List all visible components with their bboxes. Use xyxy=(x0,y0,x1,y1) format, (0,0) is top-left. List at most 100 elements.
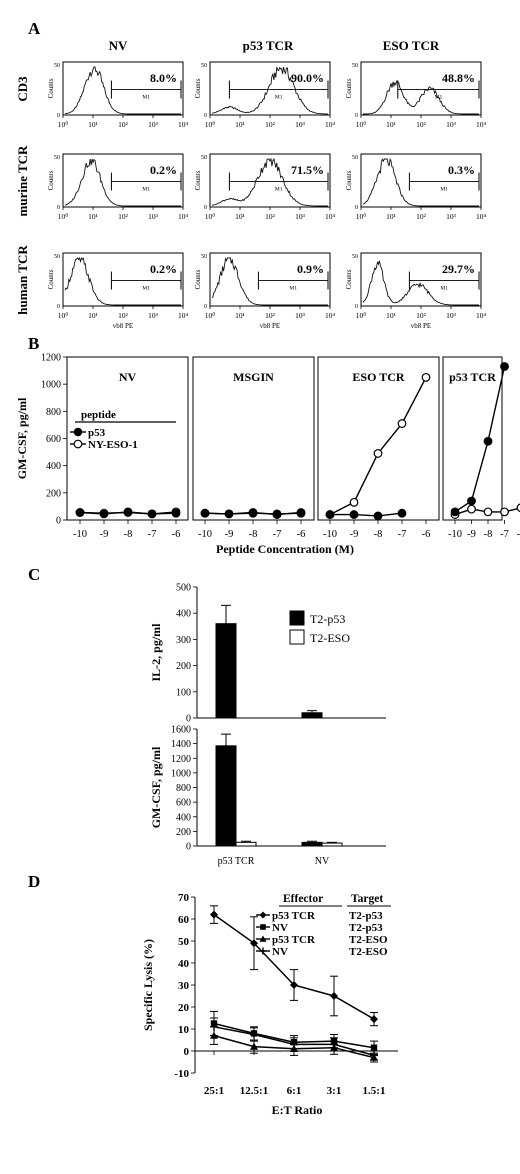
y-axis-label: Counts xyxy=(345,170,353,190)
percentage-label: 71.5% xyxy=(291,163,324,177)
gate-label: M1 xyxy=(142,95,150,101)
x-tick-label: 10⁰ xyxy=(58,311,69,320)
legend-effector: p53 TCR xyxy=(272,934,316,946)
p53-point xyxy=(325,510,335,519)
row-label: CD3 xyxy=(15,76,30,102)
p53-point xyxy=(75,508,85,517)
x-tick-label: 10³ xyxy=(148,311,159,320)
x-tick-label: -8 xyxy=(249,529,258,540)
y-axis-label: Counts xyxy=(47,269,55,289)
x-tick-label: -6 xyxy=(297,529,306,540)
x-tick-label: -7 xyxy=(148,529,157,540)
square-marker xyxy=(260,924,266,930)
subplot-frame xyxy=(66,356,189,521)
y-tick-label: 1600 xyxy=(171,725,191,736)
histogram-curve xyxy=(64,256,181,306)
ny-eso-1-point xyxy=(397,419,407,428)
x-tick-label: 10³ xyxy=(446,311,457,320)
histogram-plot: 50 0 Counts 10⁰ 10¹ 10² 10³ 10⁴ M1 90.0% xyxy=(194,61,336,129)
histogram-curve xyxy=(362,157,479,207)
x-tick-label: -6 xyxy=(422,529,431,540)
x-tick-label: -10 xyxy=(323,529,337,540)
y-tick-label: 0 xyxy=(57,205,60,211)
y-tick-label: 400 xyxy=(46,461,61,472)
x-tick-label: 10¹ xyxy=(386,212,396,221)
t2-p53-bar xyxy=(215,745,237,847)
y-tick-label: 0 xyxy=(204,113,207,119)
x-tick-label: 10⁰ xyxy=(205,311,216,320)
y-tick-label: 50 xyxy=(201,254,207,260)
y-tick-label: -10 xyxy=(174,1068,189,1080)
y-tick-label: 800 xyxy=(176,783,191,794)
y-tick-label: 50 xyxy=(352,254,358,260)
p53-point xyxy=(248,508,258,518)
y-tick-label: 40 xyxy=(178,958,190,970)
diamond-marker xyxy=(330,992,338,1000)
y-tick-label: 100 xyxy=(176,687,191,698)
t2-p53-bar xyxy=(301,712,323,719)
x-tick-label: -10 xyxy=(198,529,212,540)
histogram-plot: 50 0 Counts 10⁰ 10¹ 10² 10³ 10⁴ M1 48.8% xyxy=(345,61,486,129)
x-tick-label: 10¹ xyxy=(235,212,245,221)
subplot-title: p53 TCR xyxy=(449,370,496,384)
diamond-marker xyxy=(210,910,218,919)
histogram-curve xyxy=(362,260,479,306)
x-tick-label: -8 xyxy=(374,529,383,540)
diamond-marker xyxy=(259,911,267,919)
histogram-plot: 50 0 Counts 10⁰ 10¹ 10² 10³ 10⁴ vb8 PE M1 0.9% xyxy=(194,252,335,330)
subplot-title: NV xyxy=(119,370,137,384)
legend-effector: p53 TCR xyxy=(272,910,316,922)
y-tick-label: 0 xyxy=(204,205,207,211)
column-title: NV xyxy=(109,38,128,53)
y-tick-label: 400 xyxy=(176,812,191,823)
x-tick-label: 10¹ xyxy=(88,120,98,129)
x-axis-label: vb8 PE xyxy=(260,322,280,330)
legend-label: T2-ESO xyxy=(310,631,350,645)
x-tick-label: 25:1 xyxy=(204,1085,224,1097)
x-tick-label: 10² xyxy=(118,311,129,320)
percentage-label: 48.8% xyxy=(442,71,475,85)
gate-label: M1 xyxy=(142,286,150,292)
histogram-plot: 50 0 Counts 10⁰ 10¹ 10² 10³ 10⁴ vb8 PE M1 29.7% xyxy=(345,252,486,330)
y-axis-label: GM-CSF, pg/ml xyxy=(149,746,163,828)
x-tick-label: 10² xyxy=(265,311,276,320)
x-tick-label: 10⁰ xyxy=(205,212,216,221)
p53-point xyxy=(200,508,210,518)
y-axis-label: GM-CSF, pg/ml xyxy=(15,397,29,479)
histogram-curve xyxy=(211,66,329,115)
p53-point xyxy=(147,509,157,519)
x-tick-label: 3:1 xyxy=(327,1085,342,1097)
cross-marker xyxy=(250,1030,258,1039)
column-title: p53 TCR xyxy=(243,38,294,53)
legend-effector: NV xyxy=(272,946,288,958)
x-tick-label: 10⁴ xyxy=(178,311,189,320)
subplot: ESO TCR -10 -9 -8 -7 -6 xyxy=(317,356,440,540)
y-axis-label: Counts xyxy=(345,78,353,98)
histogram-plot: 50 0 Counts 10⁰ 10¹ 10² 10³ 10⁴ M1 8.0% xyxy=(47,61,188,129)
x-axis-label: vb8 PE xyxy=(411,322,431,330)
panel-c: C 0 100 200 300 400 500 IL-2, pg/ml 0 200 400 600 80… xyxy=(28,565,386,867)
x-tick-label: 10⁴ xyxy=(325,120,336,129)
y-axis-label: Counts xyxy=(47,170,55,190)
legend-header: Effector xyxy=(283,893,323,905)
p53-point xyxy=(224,509,234,519)
x-tick-label: -10 xyxy=(73,529,87,540)
legend-header: Target xyxy=(351,893,383,905)
y-tick-label: 50 xyxy=(54,155,60,161)
y-tick-label: 0 xyxy=(355,113,358,119)
t2-eso-bar xyxy=(235,841,257,847)
square-marker xyxy=(370,1044,378,1051)
p53-point xyxy=(171,508,181,518)
x-tick-label: 10⁰ xyxy=(58,120,69,129)
x-tick-label: -9 xyxy=(467,529,476,540)
cross-marker xyxy=(290,1040,298,1049)
panel-label: A xyxy=(28,19,41,38)
cross-marker xyxy=(370,1051,378,1060)
x-tick-label: -10 xyxy=(448,529,462,540)
diamond-marker xyxy=(370,1015,378,1024)
x-tick-label: -6 xyxy=(517,529,520,540)
p53-point xyxy=(349,510,359,519)
category-label: p53 TCR xyxy=(218,856,255,867)
x-tick-label: 12.5:1 xyxy=(240,1085,268,1097)
